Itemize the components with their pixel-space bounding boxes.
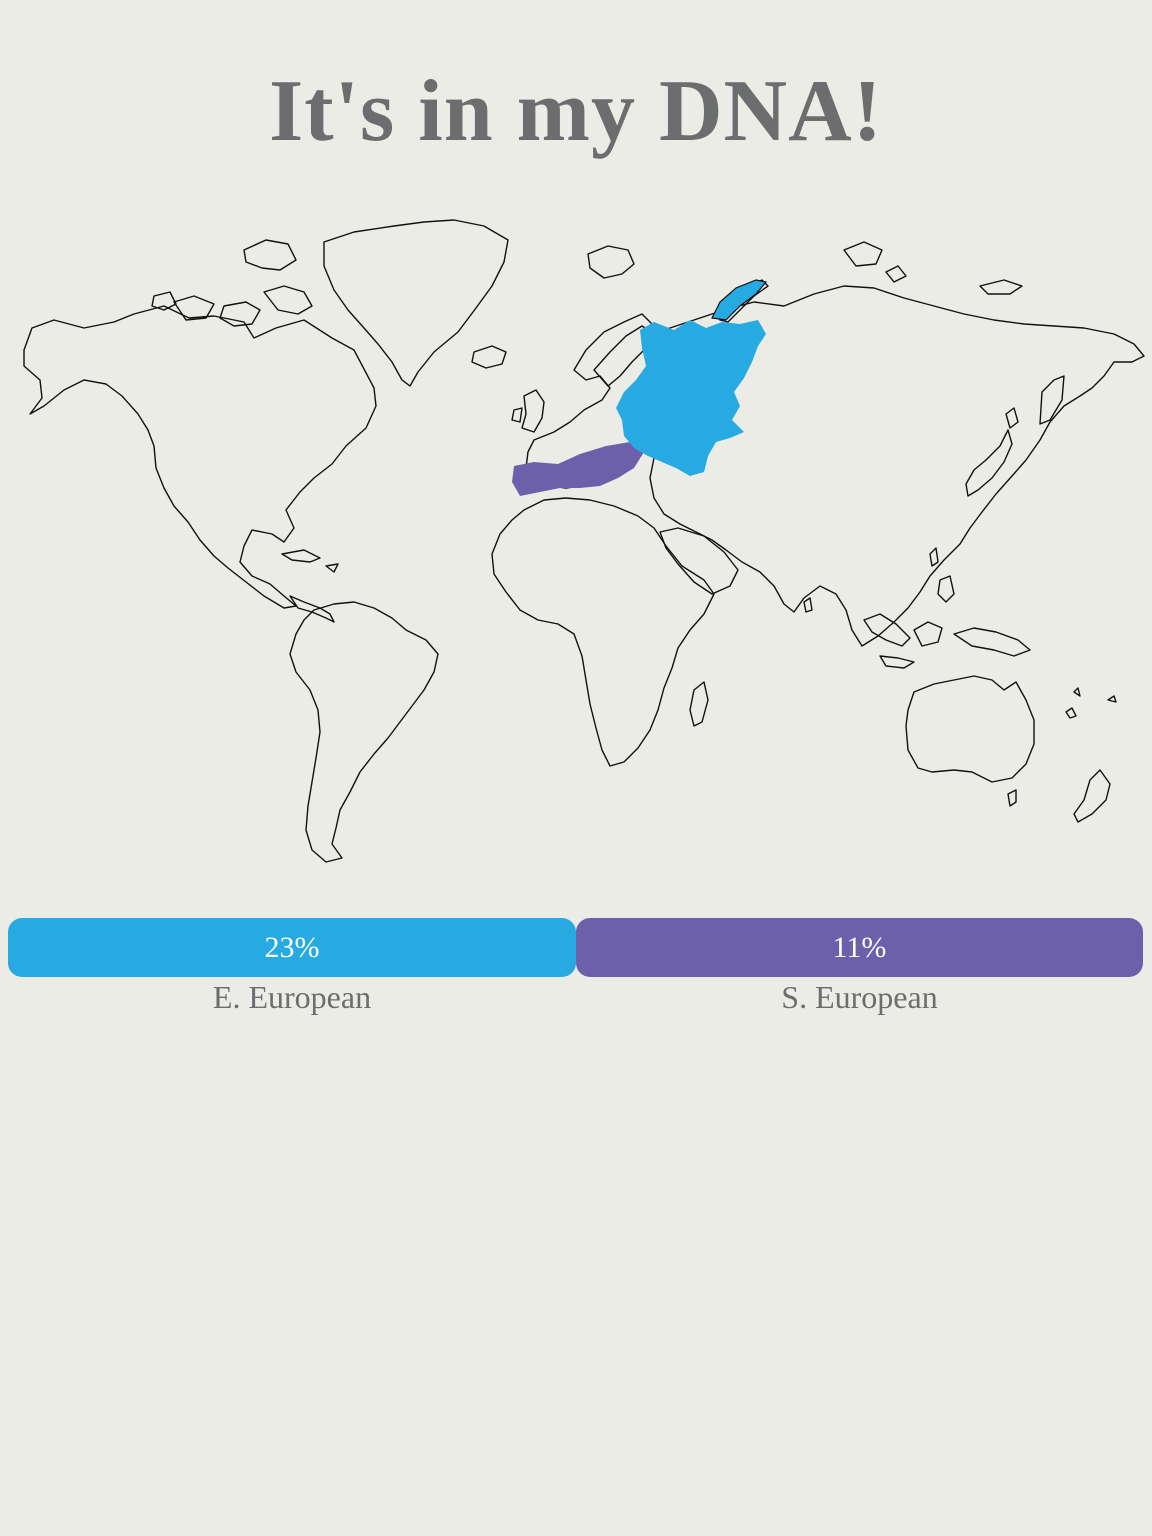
- e-european-percent: 23%: [264, 931, 320, 964]
- north-america-outline: [23, 305, 377, 609]
- greenland-outline: [323, 219, 509, 387]
- s-european-bar: 11%: [576, 918, 1143, 977]
- e-european-bar: 23%: [8, 918, 576, 977]
- south-america-outline: [289, 601, 439, 863]
- s-european-region: [512, 442, 644, 496]
- australia-outline: [905, 675, 1035, 783]
- british-isles-outline: [521, 389, 545, 433]
- world-map: [14, 210, 1152, 870]
- ancestry-bars: 23% E. European 11% S. European: [8, 918, 1144, 1038]
- e-european-region: [616, 320, 766, 476]
- africa-outline: [491, 497, 715, 767]
- japan-outline: [965, 429, 1013, 497]
- kola-peninsula-region: [711, 279, 768, 321]
- e-european-label: E. European: [212, 979, 372, 1015]
- s-european-percent: 11%: [832, 931, 887, 964]
- page-title: It's in my DNA!: [269, 63, 883, 160]
- s-european-label: S. European: [781, 979, 938, 1015]
- asia-outline: [649, 285, 1145, 647]
